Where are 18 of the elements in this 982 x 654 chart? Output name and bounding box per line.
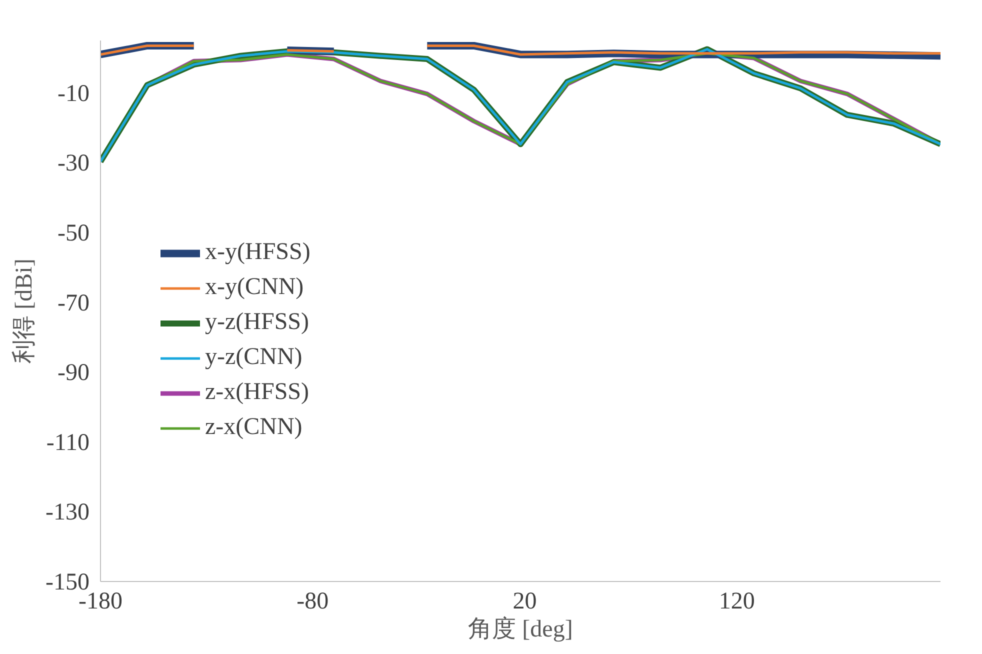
- legend-label: y-z(CNN): [205, 344, 302, 371]
- y-axis-title: 利得 [dBi]: [12, 258, 38, 364]
- legend-label: x-y(CNN): [205, 274, 304, 301]
- y-tick-label: -50: [58, 220, 90, 246]
- x-axis-title: 角度 [deg]: [468, 616, 573, 642]
- x-tick-label: 120: [718, 588, 755, 614]
- x-tick-label: 20: [512, 588, 537, 614]
- x-tick-label: -80: [296, 588, 329, 614]
- y-tick-label: -130: [46, 500, 90, 526]
- legend-label: z-x(HFSS): [205, 379, 310, 406]
- y-tick-label: -30: [58, 150, 90, 177]
- y-tick-label: -110: [46, 430, 90, 456]
- legend-label: z-x(CNN): [205, 414, 302, 441]
- legend-label: x-y(HFSS): [205, 239, 310, 266]
- y-tick-label: -90: [58, 360, 90, 386]
- legend-label: y-z(HFSS): [205, 309, 310, 336]
- y-tick-label: -10: [58, 80, 90, 107]
- y-tick-label: -70: [58, 290, 90, 316]
